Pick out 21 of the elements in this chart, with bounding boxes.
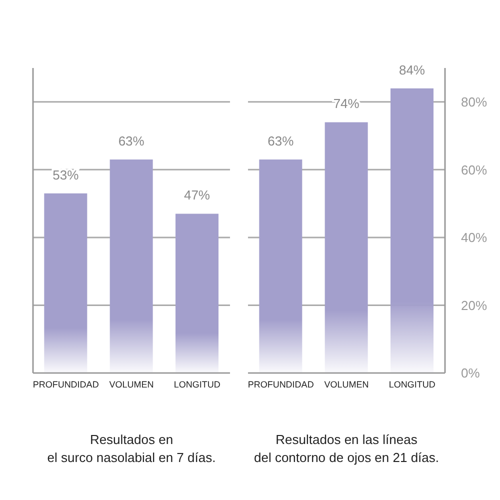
data-label: 84%	[398, 62, 426, 78]
x-tick-label: PROFUNDIDAD	[32, 379, 100, 390]
bar	[324, 122, 368, 373]
bar	[259, 160, 302, 373]
y-tick-label: 0%	[461, 366, 480, 381]
data-label: 53%	[52, 167, 80, 182]
bar	[390, 88, 434, 373]
y-tick-label: 60%	[461, 162, 488, 178]
y-tick-label: 80%	[461, 94, 488, 110]
data-label: 47%	[184, 188, 210, 203]
x-axis-title: Resultados en las líneas del contorno de ojos en 21 días.	[252, 431, 440, 467]
x-tick-label: LONGITUD	[388, 379, 436, 390]
x-tick-label: VOLUMEN	[109, 379, 154, 390]
data-label: 63%	[118, 134, 145, 148]
x-tick-label: VOLUMEN	[324, 379, 369, 390]
x-tick-label: LONGITUD	[174, 379, 221, 390]
x-axis-title: Resultados en el surco nasolabial en 7 días.	[46, 431, 217, 467]
y-tick-label: 40%	[461, 230, 488, 246]
data-label: 63%	[268, 134, 294, 148]
x-tick-label: PROFUNDIDAD	[248, 379, 314, 390]
y-tick-label: 20%	[461, 298, 488, 313]
